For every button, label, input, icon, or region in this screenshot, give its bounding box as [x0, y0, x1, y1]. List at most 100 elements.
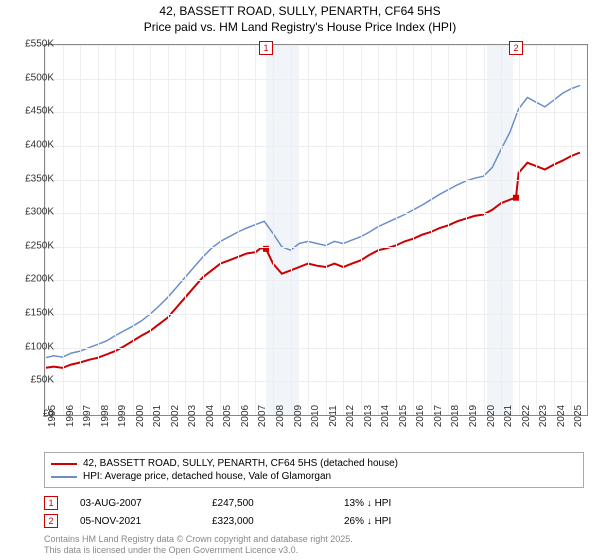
gridline-v: [413, 45, 414, 415]
gridline-v: [168, 45, 169, 415]
gridline-v: [238, 45, 239, 415]
note-marker: 2: [44, 514, 58, 528]
x-axis-label: 2000: [135, 405, 146, 427]
gridline-v: [255, 45, 256, 415]
gridline-v: [291, 45, 292, 415]
x-axis-label: 2007: [257, 405, 268, 427]
x-axis-label: 2009: [293, 405, 304, 427]
x-axis-label: 2024: [556, 405, 567, 427]
x-axis-label: 2019: [468, 405, 479, 427]
gridline-v: [98, 45, 99, 415]
x-axis-label: 2008: [275, 405, 286, 427]
gridline-v: [536, 45, 537, 415]
gridline-v: [378, 45, 379, 415]
y-axis-label: £50K: [12, 375, 54, 386]
x-axis-label: 1998: [100, 405, 111, 427]
gridline-v: [80, 45, 81, 415]
gridline-v: [203, 45, 204, 415]
x-axis-label: 2006: [240, 405, 251, 427]
gridline-h: [45, 381, 587, 382]
x-axis-label: 1999: [117, 405, 128, 427]
legend-item: HPI: Average price, detached house, Vale…: [51, 470, 577, 483]
x-axis-label: 1996: [65, 405, 76, 427]
x-axis-label: 2004: [205, 405, 216, 427]
gridline-h: [45, 180, 587, 181]
gridline-h: [45, 112, 587, 113]
gridline-v: [361, 45, 362, 415]
chart-title: 42, BASSETT ROAD, SULLY, PENARTH, CF64 5…: [0, 0, 600, 35]
gridline-h: [45, 213, 587, 214]
legend: 42, BASSETT ROAD, SULLY, PENARTH, CF64 5…: [44, 452, 584, 488]
gridline-v: [519, 45, 520, 415]
gridline-v: [571, 45, 572, 415]
x-axis-label: 2015: [398, 405, 409, 427]
gridline-h: [45, 45, 587, 46]
gridline-v: [63, 45, 64, 415]
note-row: 2 05-NOV-2021 £323,000 26% ↓ HPI: [44, 512, 454, 530]
gridline-h: [45, 314, 587, 315]
gridline-v: [273, 45, 274, 415]
gridline-h: [45, 79, 587, 80]
gridline-v: [220, 45, 221, 415]
note-date: 05-NOV-2021: [80, 516, 190, 527]
y-axis-label: £250K: [12, 240, 54, 251]
x-axis-label: 2023: [538, 405, 549, 427]
y-axis-label: £100K: [12, 341, 54, 352]
y-axis-label: £200K: [12, 274, 54, 285]
legend-label: HPI: Average price, detached house, Vale…: [83, 471, 331, 482]
note-row: 1 03-AUG-2007 £247,500 13% ↓ HPI: [44, 494, 454, 512]
gridline-v: [396, 45, 397, 415]
x-axis-label: 2012: [345, 405, 356, 427]
note-delta: 26% ↓ HPI: [344, 516, 454, 527]
x-axis-label: 2013: [363, 405, 374, 427]
x-axis-label: 1995: [47, 405, 58, 427]
gridline-h: [45, 247, 587, 248]
y-axis-label: £300K: [12, 207, 54, 218]
gridline-h: [45, 348, 587, 349]
x-axis-label: 1997: [82, 405, 93, 427]
x-axis-label: 2022: [521, 405, 532, 427]
gridline-v: [484, 45, 485, 415]
note-marker: 1: [44, 496, 58, 510]
series-price_paid: [45, 153, 580, 368]
footer-line-1: Contains HM Land Registry data © Crown c…: [44, 534, 353, 545]
x-axis-label: 2016: [415, 405, 426, 427]
gridline-v: [308, 45, 309, 415]
x-axis-label: 2001: [152, 405, 163, 427]
plot-area: 12: [44, 44, 588, 416]
gridline-v: [326, 45, 327, 415]
annotation-marker: 1: [259, 41, 273, 55]
note-delta: 13% ↓ HPI: [344, 498, 454, 509]
gridline-v: [466, 45, 467, 415]
note-price: £247,500: [212, 498, 322, 509]
x-axis-label: 2003: [187, 405, 198, 427]
series-hpi: [45, 85, 580, 357]
chart-container: 42, BASSETT ROAD, SULLY, PENARTH, CF64 5…: [0, 0, 600, 560]
gridline-v: [133, 45, 134, 415]
x-axis-label: 2011: [328, 405, 339, 427]
gridline-v: [448, 45, 449, 415]
x-axis-label: 2010: [310, 405, 321, 427]
title-line-1: 42, BASSETT ROAD, SULLY, PENARTH, CF64 5…: [0, 4, 600, 20]
gridline-v: [185, 45, 186, 415]
y-axis-label: £450K: [12, 106, 54, 117]
x-axis-label: 2018: [450, 405, 461, 427]
y-axis-label: £500K: [12, 72, 54, 83]
chart-svg: [45, 45, 587, 415]
x-axis-label: 2021: [503, 405, 514, 427]
note-price: £323,000: [212, 516, 322, 527]
legend-swatch: [51, 476, 77, 478]
legend-swatch: [51, 463, 77, 465]
note-date: 03-AUG-2007: [80, 498, 190, 509]
y-axis-label: £150K: [12, 308, 54, 319]
y-axis-label: £550K: [12, 39, 54, 50]
x-axis-label: 2014: [380, 405, 391, 427]
legend-label: 42, BASSETT ROAD, SULLY, PENARTH, CF64 5…: [83, 458, 398, 469]
gridline-v: [115, 45, 116, 415]
gridline-v: [343, 45, 344, 415]
y-axis-label: £400K: [12, 139, 54, 150]
gridline-v: [501, 45, 502, 415]
x-axis-label: 2025: [573, 405, 584, 427]
annotation-notes: 1 03-AUG-2007 £247,500 13% ↓ HPI 2 05-NOV-202…: [44, 494, 454, 530]
gridline-h: [45, 280, 587, 281]
